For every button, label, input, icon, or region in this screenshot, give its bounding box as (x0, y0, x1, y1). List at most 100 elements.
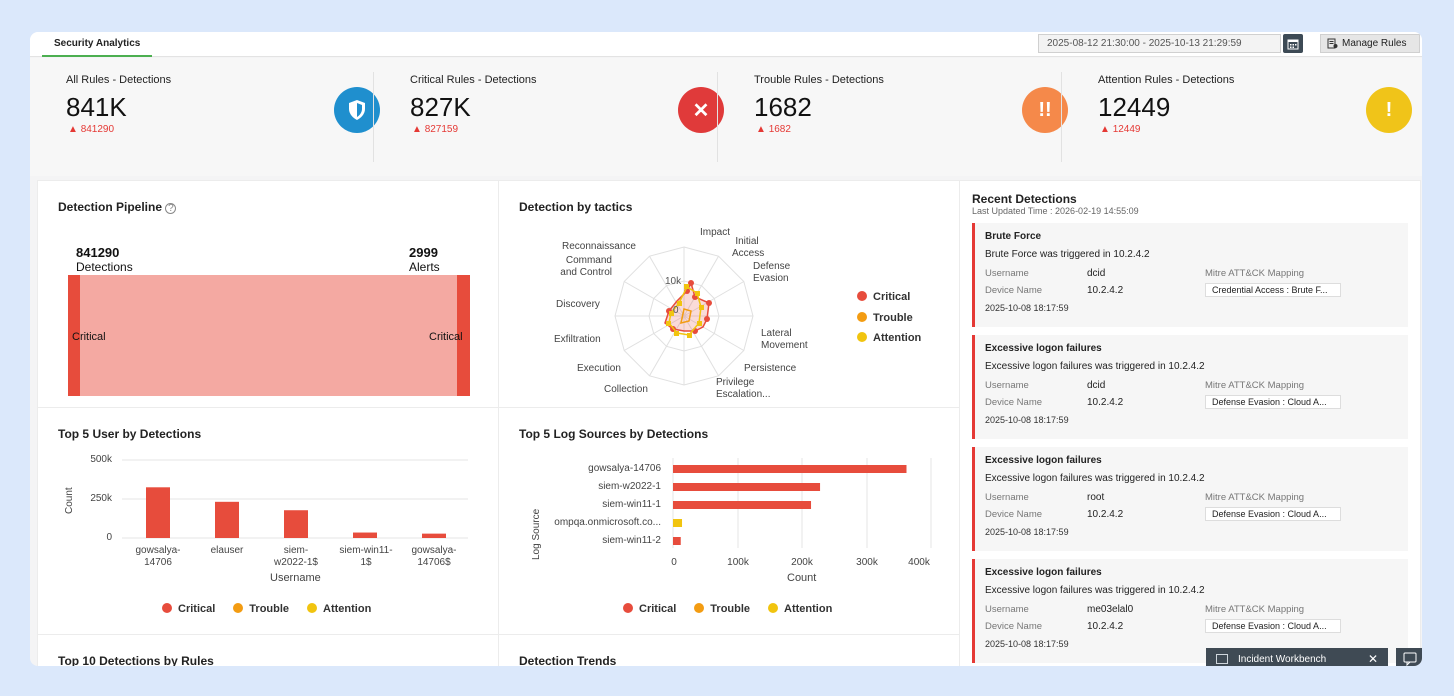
mitre-tag[interactable]: Defense Evasion : Cloud A... (1205, 507, 1341, 521)
x-tick: 300k (856, 557, 878, 568)
recent-detections-panel: Recent Detections Last Updated Time : 20… (959, 180, 1421, 666)
bar-gowsalya-14706[interactable] (673, 465, 907, 473)
axis-privilege-escalation: Privilege Escalation... (716, 377, 771, 400)
radar-chart[interactable]: 10k 0 (599, 231, 769, 401)
username-value: root (1087, 492, 1105, 503)
sankey-right-node[interactable] (457, 275, 470, 396)
manage-rules-label: Manage Rules (1342, 38, 1407, 49)
stat-delta: ▲ 1682 (756, 124, 791, 135)
bar-siem-win11-1$[interactable] (353, 532, 377, 538)
axis-defense-evasion: Defense Evasion (753, 261, 791, 284)
x-tick: 100k (727, 557, 749, 568)
date-range-field[interactable]: 2025-08-12 21:30:00 - 2025-10-13 21:29:5… (1038, 34, 1281, 53)
pipeline-left-value: 841290 (76, 245, 120, 260)
incident-workbench-bar[interactable]: Incident Workbench ✕ (1206, 648, 1388, 666)
legend-trouble[interactable]: Trouble (694, 603, 750, 615)
x-tick: siem-w2022-1$ (274, 545, 318, 568)
detection-card[interactable]: Brute Force Brute Force was triggered in… (972, 223, 1408, 327)
calendar-icon (1287, 39, 1299, 49)
detection-desc: Excessive logon failures was triggered i… (985, 473, 1205, 484)
top-log-sources-panel: Top 5 Log Sources by Detections gowsalya… (498, 407, 960, 636)
legend-trouble[interactable]: Trouble (857, 308, 921, 329)
stat-title: Trouble Rules - Detections (754, 74, 884, 86)
detection-card[interactable]: Excessive logon failures Excessive logon… (972, 335, 1408, 439)
stat-card-attention[interactable]: Attention Rules - Detections 12449 ▲ 124… (1062, 58, 1412, 176)
bar-gowsalya-14706[interactable] (146, 487, 170, 538)
x-tick: 400k (908, 557, 930, 568)
detection-name: Excessive logon failures (985, 567, 1102, 578)
legend-trouble[interactable]: Trouble (233, 603, 289, 615)
device-value: 10.2.4.2 (1087, 621, 1124, 632)
mitre-tag[interactable]: Defense Evasion : Cloud A... (1205, 619, 1341, 633)
mitre-key: Mitre ATT&CK Mapping (1205, 268, 1305, 279)
bar-siem-w2022-1[interactable] (673, 483, 821, 491)
legend-critical[interactable]: Critical (857, 287, 921, 308)
tab-security-analytics[interactable]: Security Analytics (42, 37, 153, 57)
stat-divider (373, 72, 374, 162)
axis-execution: Execution (577, 363, 621, 374)
bar-siem-win11-2[interactable] (673, 537, 681, 545)
top-users-bar-chart[interactable] (38, 408, 500, 637)
stat-card-critical[interactable]: Critical Rules - Detections 827K ▲ 82715… (374, 58, 724, 176)
mitre-key: Mitre ATT&CK Mapping (1205, 492, 1305, 503)
legend-attention[interactable]: Attention (307, 603, 371, 615)
stat-card-trouble[interactable]: Trouble Rules - Detections 1682 ▲ 1682 !… (718, 58, 1068, 176)
stat-title: All Rules - Detections (66, 74, 172, 86)
y-tick: siem-win11-2 (602, 535, 661, 546)
x-tick: 0 (671, 557, 677, 568)
chat-icon (1403, 652, 1417, 666)
axis-impact: Impact (700, 227, 731, 238)
tactics-panel: Detection by tactics 10k 0 Impact I (498, 180, 960, 408)
rules-icon (1327, 38, 1338, 49)
help-icon[interactable]: ? (165, 203, 177, 214)
bar-gowsalya-14706$[interactable] (422, 533, 446, 538)
detection-name: Excessive logon failures (985, 455, 1102, 466)
sankey-flow[interactable] (68, 275, 470, 396)
stat-card-all[interactable]: All Rules - Detections 841K ▲ 841290 (30, 58, 380, 176)
sankey-left-node[interactable] (68, 275, 80, 396)
legend-attention[interactable]: Attention (768, 603, 832, 615)
stat-divider (717, 72, 718, 162)
manage-rules-button[interactable]: Manage Rules (1320, 34, 1420, 53)
stat-value: 12449 (1098, 92, 1171, 122)
x-tick: elauser (210, 545, 244, 556)
bar-ompqa.onmicrosoft.co...[interactable] (673, 519, 683, 527)
username-key: Username (985, 380, 1029, 391)
username-key: Username (985, 268, 1029, 279)
double-exclamation-icon: !! (1022, 87, 1068, 133)
panel-title: Top 10 Detections by Rules (58, 654, 214, 666)
bar-elauser[interactable] (215, 501, 239, 538)
device-key: Device Name (985, 285, 1043, 296)
detection-pipeline-panel: Detection Pipeline ? 841290 Detections 2… (37, 180, 499, 408)
detection-trends-panel: Detection Trends (498, 634, 960, 666)
bar-siem-win11-1[interactable] (673, 501, 812, 509)
y-tick: ompqa.onmicrosoft.co... (554, 517, 661, 528)
y-tick: siem-win11-1 (602, 499, 661, 510)
detection-card[interactable]: Excessive logon failures Excessive logon… (972, 447, 1408, 551)
detection-name: Excessive logon failures (985, 343, 1102, 354)
chat-button[interactable] (1396, 648, 1422, 666)
legend-critical[interactable]: Critical (623, 603, 676, 615)
stat-delta: ▲ 12449 (1100, 124, 1141, 135)
mitre-key: Mitre ATT&CK Mapping (1205, 604, 1305, 615)
x-tick: gowsalya- 14706 (135, 545, 181, 568)
detection-card[interactable]: Excessive logon failures Excessive logon… (972, 559, 1408, 663)
legend-attention[interactable]: Attention (857, 328, 921, 349)
panel-title: Top 5 Log Sources by Detections (519, 427, 709, 441)
close-icon[interactable]: ✕ (1367, 652, 1378, 666)
detection-desc: Excessive logon failures was triggered i… (985, 361, 1205, 372)
panel-title: Detection Trends (519, 654, 617, 666)
stat-value: 841K (66, 92, 127, 122)
calendar-button[interactable] (1283, 34, 1303, 53)
legend-critical[interactable]: Critical (162, 603, 215, 615)
shield-icon (334, 87, 380, 133)
radar-points-attention (666, 284, 704, 338)
mitre-tag[interactable]: Credential Access : Brute F... (1205, 283, 1341, 297)
top-log-sources-bar-chart[interactable] (499, 408, 961, 637)
username-key: Username (985, 604, 1029, 615)
axis-lateral-movement: Lateral Movement (761, 328, 808, 351)
mitre-tag[interactable]: Defense Evasion : Cloud A... (1205, 395, 1341, 409)
axis-initial-access: Initial Access (732, 236, 765, 259)
y-tick: 500k (90, 454, 112, 465)
bar-siem-w2022-1$[interactable] (284, 510, 308, 538)
